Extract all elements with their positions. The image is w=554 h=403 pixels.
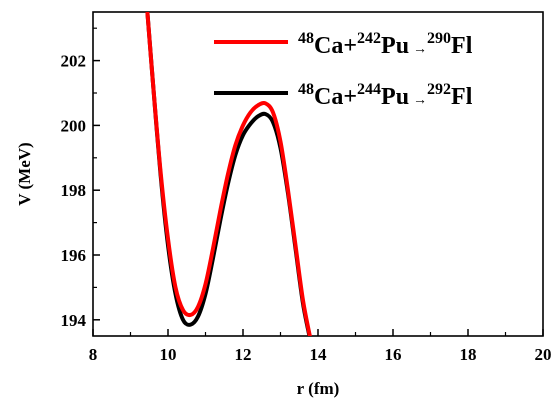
- x-tick-label: 14: [310, 345, 328, 364]
- x-tick-label: 18: [460, 345, 477, 364]
- legend-label-series-1: 48Ca+242Pu →290Fl: [298, 30, 473, 59]
- x-axis-title: r (fm): [297, 379, 340, 398]
- x-tick-label: 10: [160, 345, 177, 364]
- legend-label-series-2: 48Ca+244Pu →292Fl: [298, 81, 473, 110]
- y-tick-label: 202: [61, 52, 87, 71]
- x-tick-label: 16: [385, 345, 402, 364]
- y-tick-label: 196: [61, 246, 87, 265]
- y-tick-label: 200: [61, 116, 87, 135]
- x-axis-ticks: 8 10 12 14 16 18 20: [89, 329, 552, 364]
- series-lines: [145, 12, 312, 336]
- y-tick-label: 198: [61, 181, 87, 200]
- legend: 48Ca+242Pu →290Fl 48Ca+244Pu →292Fl: [214, 30, 473, 110]
- series-line-1: [145, 12, 312, 336]
- x-tick-label: 20: [535, 345, 552, 364]
- y-tick-label: 194: [61, 311, 87, 330]
- x-tick-label: 8: [89, 345, 98, 364]
- y-axis-ticks: 194 196 198 200 202: [61, 27, 100, 330]
- x-tick-label: 12: [235, 345, 252, 364]
- y-axis-title: V (MeV): [15, 142, 34, 205]
